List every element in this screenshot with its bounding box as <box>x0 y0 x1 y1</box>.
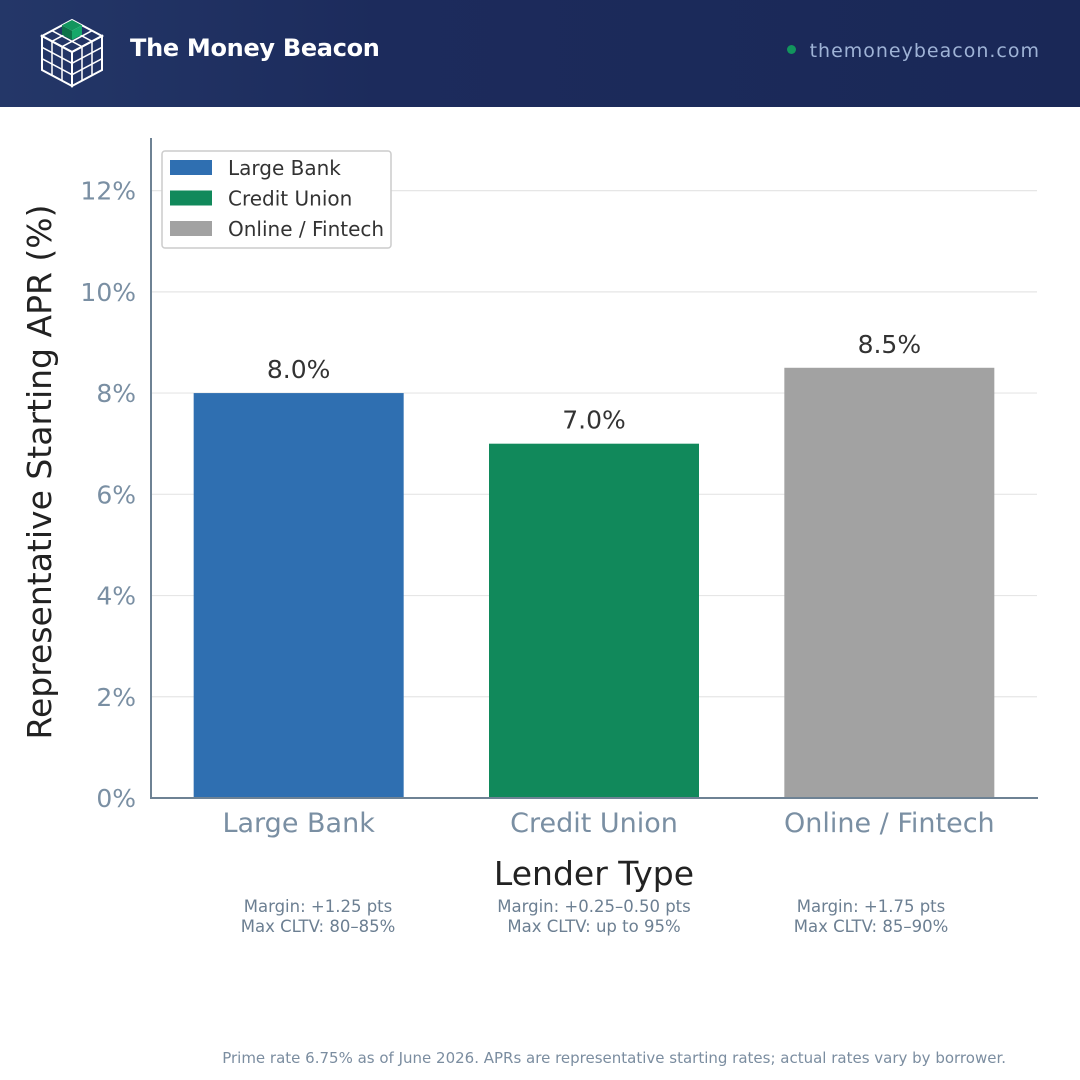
legend-swatch <box>170 221 212 236</box>
x-tick-label: Credit Union <box>510 808 678 839</box>
bar <box>784 367 995 798</box>
cube-grid-icon <box>39 18 105 88</box>
site-url-text: themoneybeacon.com <box>809 40 1040 62</box>
y-tick-label: 8% <box>96 379 136 408</box>
legend-label: Large Bank <box>228 156 341 180</box>
data-label: 8.5% <box>858 330 922 359</box>
y-tick-label: 0% <box>96 784 136 813</box>
x-tick-label: Online / Fintech <box>784 808 995 839</box>
legend-label: Online / Fintech <box>228 217 384 241</box>
note-online-fintech: Margin: +1.75 pts Max CLTV: 85–90% <box>741 897 1001 937</box>
header-bar: The Money Beacon themoneybeacon.com <box>0 0 1080 107</box>
y-tick-label: 6% <box>96 480 136 509</box>
brand-name: The Money Beacon <box>130 34 380 62</box>
note-cltv: Max CLTV: 80–85% <box>240 917 396 936</box>
x-tick-label: Large Bank <box>222 808 375 839</box>
legend-box <box>161 150 392 249</box>
note-margin: Margin: +1.75 pts <box>796 897 946 916</box>
legend-swatch <box>170 190 212 206</box>
note-cltv: Max CLTV: up to 95% <box>507 917 681 936</box>
y-tick-label: 2% <box>96 683 136 712</box>
bar <box>193 393 404 798</box>
y-axis-title: Representative Starting APR (%) <box>20 205 59 740</box>
legend-swatch <box>170 160 212 175</box>
data-label: 8.0% <box>267 355 331 384</box>
footer-note: Prime rate 6.75% as of June 2026. APRs a… <box>222 1049 1006 1067</box>
note-margin: Margin: +1.25 pts <box>243 897 393 916</box>
y-tick-label: 4% <box>96 582 136 611</box>
data-label: 7.0% <box>562 406 626 435</box>
legend-label: Credit Union <box>228 187 352 211</box>
x-axis-title: Lender Type <box>494 854 694 893</box>
site-url[interactable]: themoneybeacon.com <box>786 40 1040 62</box>
y-tick-label: 12% <box>80 177 136 206</box>
y-tick-label: 10% <box>80 278 136 307</box>
note-margin: Margin: +0.25–0.50 pts <box>497 897 691 916</box>
note-credit-union: Margin: +0.25–0.50 pts Max CLTV: up to 9… <box>464 897 724 937</box>
note-large-bank: Margin: +1.25 pts Max CLTV: 80–85% <box>188 897 448 937</box>
url-dot-icon <box>786 45 796 54</box>
apr-bar-chart: 0% 2% 4% 6% 8% 10% 12% 8.0% Large Bank 7.0% Credit… <box>20 138 1038 893</box>
note-cltv: Max CLTV: 85–90% <box>793 917 949 936</box>
bar <box>489 443 699 798</box>
